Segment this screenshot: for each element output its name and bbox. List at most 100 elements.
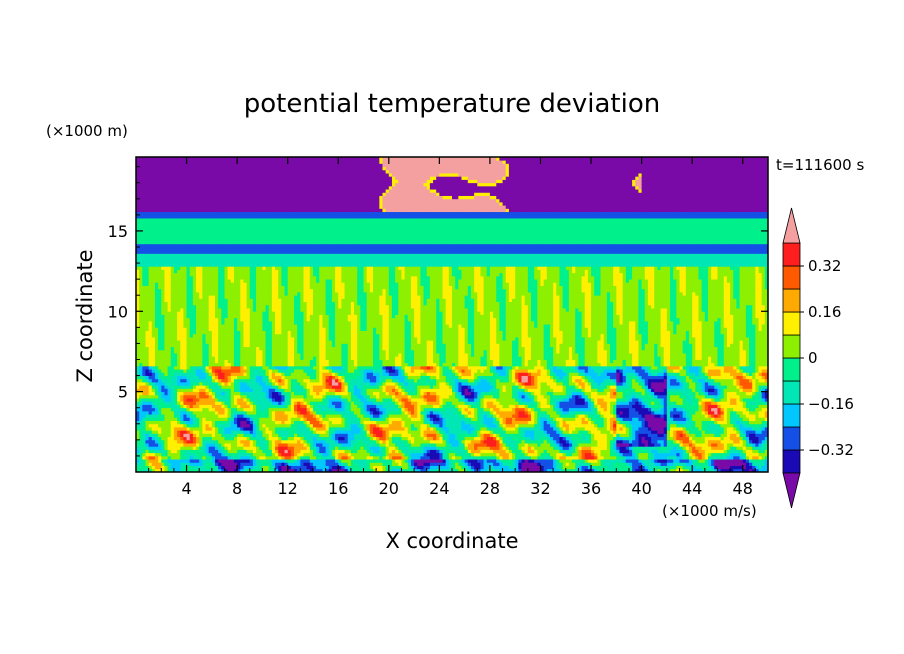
field-cell (363, 465, 368, 470)
field-cell (594, 462, 598, 466)
field-cell (139, 398, 143, 402)
field-cell (376, 465, 380, 470)
field-cell (568, 433, 573, 438)
field-cell (483, 404, 488, 409)
field-cell (467, 410, 472, 415)
field-cell (218, 391, 222, 396)
field-cell (600, 401, 605, 405)
field-cell (341, 391, 345, 396)
field-cell (259, 446, 263, 450)
field-cell (651, 455, 655, 460)
field-cell (407, 443, 412, 447)
field-cell (363, 407, 368, 412)
field-cell (587, 407, 592, 412)
field-cell (347, 417, 352, 421)
field-cell (704, 398, 709, 402)
field-cell (309, 468, 314, 472)
field-cell (515, 404, 519, 409)
field-cell (477, 430, 481, 434)
field-cell (290, 436, 295, 441)
field-cell (294, 417, 298, 421)
field-cell (625, 423, 630, 428)
field-cell (467, 455, 472, 460)
field-cell (559, 436, 563, 441)
field-cell (489, 449, 494, 454)
field-cell (167, 439, 172, 444)
field-cell (249, 452, 254, 457)
field-cell (559, 439, 563, 444)
field-cell (616, 391, 620, 396)
field-cell (439, 427, 443, 431)
field-cell (233, 433, 238, 438)
field-cell (752, 417, 756, 421)
field-cell (366, 420, 371, 425)
field-cell (559, 459, 563, 463)
field-cell (480, 401, 484, 405)
field-cell (739, 401, 744, 405)
field-cell (319, 398, 323, 402)
field-cell (192, 427, 197, 431)
field-cell (679, 462, 684, 466)
field-cell (268, 433, 273, 438)
field-cell (764, 420, 768, 425)
field-cell (211, 462, 216, 466)
field-cell (707, 443, 712, 447)
field-cell (515, 449, 519, 454)
field-cell (714, 439, 718, 444)
field-cell (170, 436, 175, 441)
field-cell (325, 401, 330, 405)
field-cell (290, 391, 295, 396)
field-cell (354, 401, 358, 405)
field-cell (278, 465, 282, 470)
field-cell (233, 443, 238, 447)
field-cell (701, 401, 706, 405)
field-cell (707, 410, 712, 415)
field-cell (575, 462, 579, 466)
field-cell (442, 446, 447, 450)
field-cell (205, 404, 210, 409)
field-cell (376, 433, 380, 438)
field-cell (603, 465, 608, 470)
field-cell (597, 391, 601, 396)
field-cell (736, 407, 740, 412)
field-cell (246, 439, 251, 444)
field-cell (363, 468, 368, 472)
field-cell (534, 459, 538, 463)
field-cell (249, 423, 254, 428)
field-cell (470, 417, 475, 421)
field-cell (287, 468, 292, 472)
field-cell (354, 465, 358, 470)
field-cell (303, 449, 308, 454)
field-cell (303, 462, 308, 466)
field-cell (316, 439, 320, 444)
field-cell (192, 468, 197, 472)
field-cell (328, 427, 333, 431)
field-cell (294, 420, 298, 425)
field-cell (284, 391, 289, 396)
field-cell (139, 423, 143, 428)
field-cell (290, 468, 295, 472)
field-cell (369, 465, 374, 470)
field-cell (723, 410, 728, 415)
field-cell (660, 459, 665, 463)
field-cell (373, 391, 377, 396)
field-cell (215, 468, 219, 472)
field-cell (161, 443, 165, 447)
field-cell (410, 404, 415, 409)
field-cell (439, 401, 443, 405)
field-cell (177, 443, 181, 447)
field-cell (205, 430, 210, 434)
field-cell (287, 446, 292, 450)
field-cell (297, 394, 301, 399)
field-cell (663, 446, 668, 450)
field-cell (436, 404, 440, 409)
field-cell (470, 423, 475, 428)
field-cell (761, 398, 766, 402)
field-cell (404, 417, 409, 421)
field-cell (619, 436, 624, 441)
field-cell (467, 404, 472, 409)
field-cell (622, 446, 627, 450)
field-cell (170, 427, 175, 431)
field-cell (164, 414, 168, 418)
field-cell (154, 404, 159, 409)
